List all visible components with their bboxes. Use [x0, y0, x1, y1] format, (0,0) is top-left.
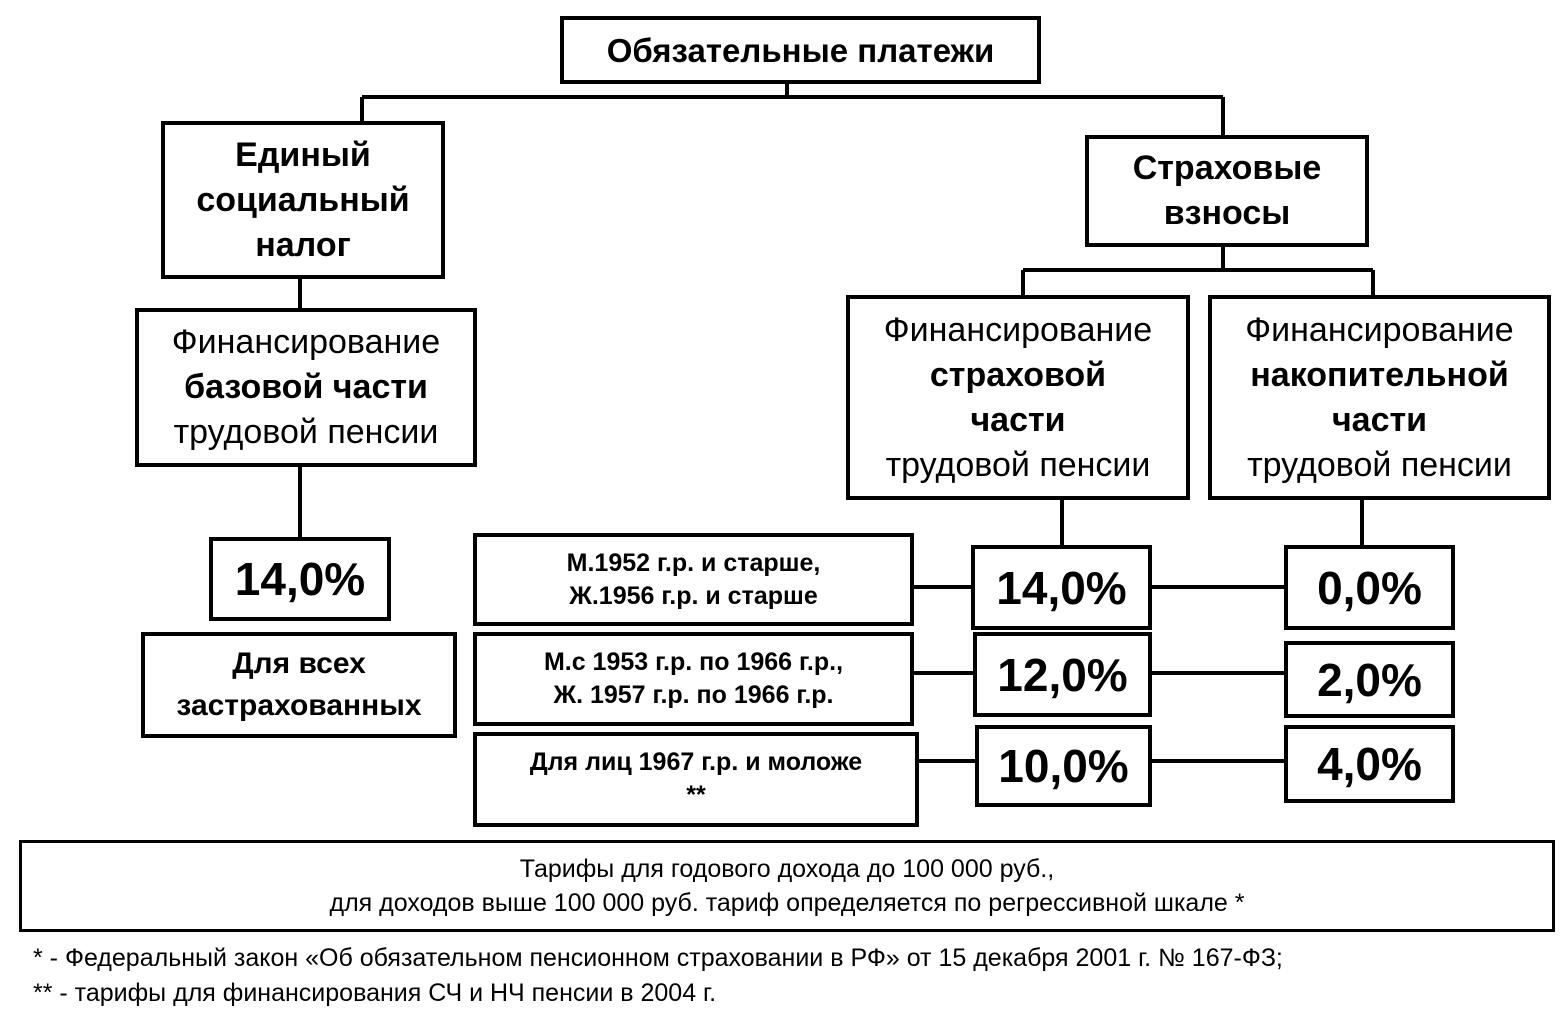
esn-label: Единый социальный налог	[196, 135, 410, 264]
insurance-part-node: Финансирование страховой части трудовой …	[846, 295, 1190, 500]
base-part-line3: трудовой пенсии	[173, 413, 439, 451]
insurance-part-line4: трудовой пенсии	[885, 445, 1151, 484]
funded-rate-2: 2,0%	[1284, 641, 1455, 718]
base-part-line1: Финансирование	[171, 323, 441, 361]
tariff-note-line1: Тарифы для годового дохода до 100 000 ру…	[519, 855, 1055, 883]
root-label: Обязательные платежи	[606, 31, 995, 69]
group-3-node: Для лиц 1967 г.р. и моложе **	[473, 732, 919, 827]
footnote-1: * - Федеральный закон «Об обязательном п…	[33, 944, 1283, 972]
funded-part-line3: части	[1331, 400, 1428, 439]
group-2-line2: Ж. 1957 г.р. по 1966 г.р.	[553, 681, 834, 709]
insurance-rate-3: 10,0%	[975, 725, 1152, 807]
insurance-rate-2: 12,0%	[973, 632, 1152, 717]
footnote-2: ** - тарифы для финансирования СЧ и НЧ п…	[33, 979, 717, 1007]
group-2-node: М.с 1953 г.р. по 1966 г.р., Ж. 1957 г.р.…	[473, 632, 914, 726]
group-3-line1: Для лиц 1967 г.р. и моложе	[529, 748, 863, 776]
base-rate-text: 14,0%	[234, 553, 366, 605]
insurance-label: Страховые взносы	[1132, 149, 1322, 232]
funded-part-line2: накопительной	[1250, 355, 1509, 394]
insurance-part-line2: страховой	[929, 355, 1107, 394]
insurance-part-line1: Финансирование	[883, 310, 1153, 349]
base-part-line2: базовой части	[184, 368, 428, 406]
group-1-line2: Ж.1956 г.р. и старше	[569, 581, 818, 610]
tariff-note-line2: для доходов выше 100 000 руб. тариф опре…	[329, 889, 1245, 917]
insurance-rate-3-text: 10,0%	[998, 740, 1129, 792]
insurance-node: Страховые взносы	[1085, 135, 1369, 247]
root-node: Обязательные платежи	[560, 16, 1041, 84]
esn-node: Единый социальный налог	[161, 121, 445, 279]
insurance-rate-2-text: 12,0%	[997, 648, 1128, 701]
funded-part-line1: Финансирование	[1245, 310, 1514, 349]
base-rate-value: 14,0%	[209, 537, 391, 621]
funded-rate-1: 0,0%	[1284, 545, 1455, 630]
funded-rate-1-text: 0,0%	[1317, 561, 1422, 614]
insurance-rate-1-text: 14,0%	[996, 561, 1127, 614]
insurance-rate-1: 14,0%	[971, 545, 1152, 630]
base-rate-group: Для всех застрахованных	[141, 632, 457, 738]
base-part-node: Финансирование базовой части трудовой пе…	[135, 308, 477, 467]
funded-part-node: Финансирование накопительной части трудо…	[1208, 295, 1551, 500]
tariff-note-box: Тарифы для годового дохода до 100 000 ру…	[19, 840, 1555, 932]
funded-rate-2-text: 2,0%	[1317, 653, 1422, 706]
group-3-line2: **	[686, 781, 706, 809]
funded-rate-3: 4,0%	[1284, 725, 1455, 803]
group-1-line1: М.1952 г.р. и старше,	[566, 548, 821, 577]
insurance-part-line3: части	[970, 400, 1066, 439]
group-1-node: М.1952 г.р. и старше, Ж.1956 г.р. и стар…	[473, 533, 914, 626]
funded-rate-3-text: 4,0%	[1317, 738, 1422, 790]
base-rate-group-text: Для всех застрахованных	[176, 647, 422, 722]
funded-part-line4: трудовой пенсии	[1247, 445, 1512, 484]
group-2-line1: М.с 1953 г.р. по 1966 г.р.,	[543, 648, 844, 676]
